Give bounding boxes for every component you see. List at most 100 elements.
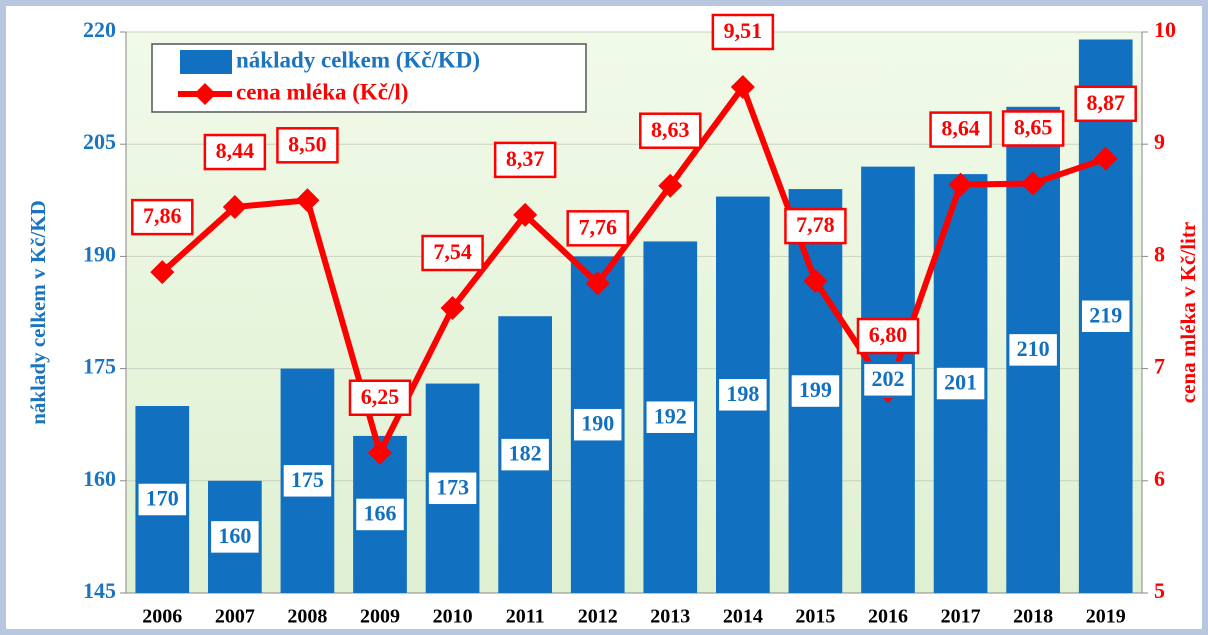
bar-label: 210 (1017, 336, 1050, 361)
line-label: 7,54 (433, 239, 472, 264)
line-label: 8,44 (216, 138, 255, 163)
line (160, 83, 1107, 456)
bar-label: 173 (436, 474, 469, 499)
marker (295, 188, 320, 213)
line-label-box (131, 198, 194, 236)
bar-label-box (208, 518, 262, 556)
bar-label: 190 (581, 411, 614, 436)
legend-marker (194, 83, 216, 105)
bar-label-box (136, 481, 189, 518)
line-label: 7,76 (578, 214, 617, 239)
line-label-box (276, 127, 339, 164)
bar-label: 202 (872, 366, 905, 391)
y-tick-label: 220 (83, 17, 116, 42)
line-label: 8,37 (506, 146, 545, 171)
bar-label-box (281, 462, 334, 500)
line-label: 6,25 (361, 384, 400, 409)
bar-label-box (498, 436, 552, 473)
y2-tick-label: 7 (1154, 354, 1165, 379)
line-label-box (856, 317, 920, 355)
marker (803, 269, 828, 294)
marker (368, 440, 392, 465)
y-tick-label: 175 (83, 354, 116, 379)
line-label-box (929, 111, 992, 148)
bar-label-box (571, 406, 624, 443)
bar-label-box (789, 372, 842, 410)
line-label-box (348, 379, 412, 416)
x-tick-label: 2015 (795, 606, 835, 628)
marker (513, 202, 538, 227)
bar-label-box (644, 398, 697, 436)
line-label-box (784, 207, 847, 245)
y-tick-label: 190 (83, 241, 116, 266)
bar-label-box (426, 470, 479, 507)
line-label-box (1074, 85, 1137, 123)
x-tick-label: 2012 (578, 606, 618, 628)
marker (1021, 171, 1046, 196)
line-label-box (493, 141, 557, 179)
bar-label-box (716, 376, 770, 414)
legend-swatch (180, 50, 232, 74)
y-tick-label: 205 (83, 129, 116, 154)
bar-label: 219 (1089, 302, 1122, 327)
x-tick-label: 2014 (723, 606, 763, 628)
y-tick-label: 160 (83, 466, 116, 491)
y2-tick-label: 10 (1154, 17, 1176, 42)
line-label-box (421, 234, 484, 272)
line-label: 6,80 (869, 322, 908, 347)
marker (222, 195, 247, 220)
y2-tick-label: 6 (1154, 466, 1165, 491)
line-label: 7,78 (796, 212, 835, 237)
x-tick-label: 2013 (650, 606, 690, 628)
bar-label: 198 (726, 381, 759, 406)
line-label: 8,50 (288, 131, 327, 156)
y-tick-label: 145 (83, 578, 116, 603)
bar-label: 201 (944, 370, 977, 395)
line-label: 8,87 (1086, 90, 1125, 115)
bar-label: 160 (218, 523, 251, 548)
legend-label: cena mléka (Kč/l) (236, 79, 408, 104)
bar-label: 199 (799, 377, 832, 402)
x-tick-label: 2017 (941, 606, 981, 628)
x-tick-label: 2007 (215, 606, 255, 628)
marker (730, 74, 755, 99)
marker (948, 172, 973, 197)
bar-label-box (934, 365, 987, 402)
legend-label: náklady celkem (Kč/KD) (236, 47, 480, 72)
marker (585, 271, 610, 296)
data-labels: 170 160 175 166 173 182 190 192 198 199 202 201 210 2… (131, 13, 1137, 556)
x-tick-label: 2010 (433, 606, 473, 628)
marker (1093, 146, 1118, 171)
line-label: 7,86 (143, 203, 182, 228)
line-label: 8,65 (1014, 115, 1053, 140)
x-tick-label: 2008 (287, 606, 327, 628)
line-label-box (203, 133, 267, 171)
y2-tick-label: 9 (1154, 129, 1165, 154)
x-tick-label: 2011 (506, 606, 545, 628)
x-tick-label: 2019 (1086, 606, 1126, 628)
line-label: 9,51 (724, 18, 763, 43)
bar-label-box (861, 361, 915, 399)
y2-axis-title: cena mléka v Kč/litr (1176, 222, 1200, 403)
bar-label: 166 (364, 501, 397, 526)
bar-label-box (1006, 331, 1060, 369)
y2-tick-label: 8 (1154, 241, 1165, 266)
x-tick-label: 2016 (868, 606, 908, 628)
y2-tick-label: 5 (1154, 578, 1165, 603)
x-tick-label: 2009 (360, 606, 400, 628)
line-label-box (1001, 110, 1065, 147)
line-label-box (566, 210, 629, 247)
x-tick-label: 2006 (142, 606, 182, 628)
bar-label: 182 (509, 441, 542, 466)
legend: náklady celkem (Kč/KD) cena mléka (Kč/l) (151, 43, 587, 113)
x-tick-label: 2018 (1013, 606, 1053, 628)
marker (440, 296, 465, 321)
line-label: 8,63 (651, 117, 690, 142)
marker (658, 173, 683, 198)
bar-label: 192 (654, 403, 687, 428)
marker (150, 260, 175, 285)
bar-label: 170 (146, 486, 179, 511)
bar-label-box (1079, 297, 1132, 335)
line-label-box (639, 112, 702, 149)
